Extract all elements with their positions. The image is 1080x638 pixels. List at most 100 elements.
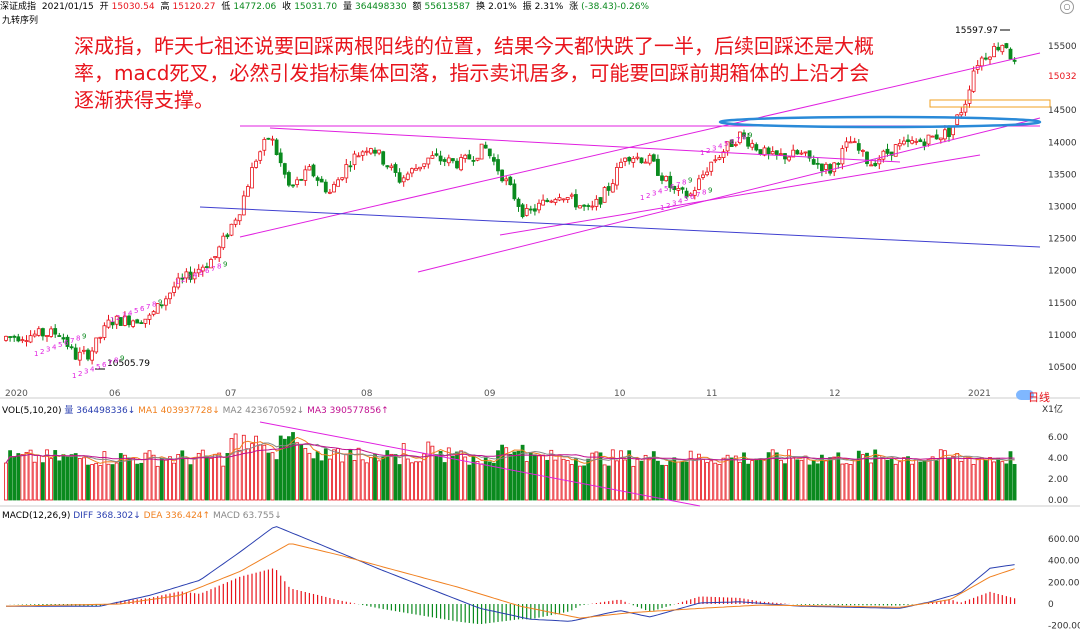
trend-line (239, 52, 1041, 238)
candle (4, 335, 8, 341)
candle (69, 346, 74, 349)
vol-trend-line (259, 421, 701, 507)
volume-bar (914, 459, 919, 501)
candle (848, 141, 853, 144)
volume-bar (500, 444, 505, 501)
candle (397, 172, 402, 183)
candle (668, 175, 673, 188)
volume-bar (315, 451, 320, 501)
nine-count: 7 (146, 303, 150, 311)
candle (286, 172, 291, 186)
volume-bar (241, 434, 246, 501)
volume-bar (471, 454, 476, 501)
nine-count: 5 (664, 185, 668, 193)
volume-bar (815, 463, 820, 501)
candle (262, 139, 267, 151)
nine-count: 8 (152, 301, 156, 309)
candle (364, 150, 369, 153)
volume-bar (647, 457, 652, 501)
volume-bar (717, 464, 722, 501)
volume-bar (569, 464, 574, 501)
candle (508, 176, 513, 186)
candle (984, 57, 988, 60)
candle (877, 158, 882, 165)
candle (77, 351, 82, 361)
candle (82, 349, 86, 352)
volume-bar (586, 458, 591, 501)
volume-bar (947, 457, 951, 501)
period-button[interactable]: 日线 (1028, 391, 1050, 404)
time-axis-label: 11 (706, 389, 717, 399)
toggle-button[interactable] (1016, 390, 1034, 400)
candle (373, 149, 377, 154)
candle (176, 277, 181, 288)
volume-bar (151, 454, 156, 501)
volume-bar (594, 451, 599, 501)
vol-label: 量 (343, 2, 353, 12)
info-icon[interactable]: ○ (1060, 0, 1074, 14)
nine-count: 1 (700, 149, 704, 157)
candle (114, 315, 119, 325)
volume-bar (504, 447, 509, 501)
volume-bar (463, 456, 468, 501)
candle (90, 350, 94, 361)
candle (278, 152, 283, 164)
nine-count: 4 (128, 309, 133, 317)
candle (922, 141, 927, 146)
candle (791, 149, 796, 158)
volume-bar (840, 463, 845, 501)
candle (213, 256, 218, 259)
volume-bar (619, 450, 623, 501)
volume-bar (623, 459, 627, 501)
candle (352, 153, 357, 166)
candle (861, 150, 865, 152)
volume-bar (213, 453, 218, 501)
macd-title: MACD(12,26,9) (2, 511, 71, 521)
candle (332, 183, 336, 193)
vol-panel-title: VOL(5,10,20) 量 364498336↓ MA1 403937728↓… (2, 403, 389, 416)
candle (815, 162, 820, 165)
volume-bar (721, 457, 726, 501)
volume-bar (988, 457, 992, 501)
volume-bar (442, 462, 447, 501)
candle (217, 246, 222, 259)
macd-dea: DEA 336.424↑ (143, 511, 211, 521)
candle (430, 155, 435, 159)
nine-count: 6 (140, 305, 145, 313)
volume-bar (295, 442, 300, 501)
candle (844, 141, 849, 148)
volume-bar (303, 447, 308, 501)
candle (578, 205, 582, 209)
volume-bar (123, 454, 127, 501)
volume-bar (688, 450, 693, 501)
volume-bar (656, 460, 660, 501)
volume-bar (90, 464, 94, 501)
candle (906, 139, 910, 143)
candle (885, 148, 890, 154)
volume-bar (799, 459, 804, 501)
price-axis-label: 15500 (1048, 42, 1077, 52)
vol-unit: X1亿 (1042, 405, 1063, 415)
vol-ma3: MA3 390577856↑ (307, 406, 389, 416)
volume-bar (94, 462, 99, 501)
candle (123, 315, 127, 326)
volume-bar (955, 453, 960, 501)
volume-bar (36, 455, 41, 501)
candle (926, 134, 931, 145)
volume-bar (861, 454, 865, 501)
volume-bar (754, 458, 759, 501)
candle (102, 325, 107, 338)
candle (807, 150, 812, 159)
nine-count: 8 (702, 189, 706, 197)
nine-count: 7 (736, 136, 740, 144)
candle (565, 197, 570, 200)
volume-bar (651, 451, 656, 501)
volume-bar (32, 461, 37, 501)
candle (746, 136, 750, 147)
macd-panel-title: MACD(12,26,9) DIFF 368.302↓ DEA 336.424↑… (2, 511, 282, 521)
volume-bar (746, 463, 750, 501)
price-axis-label: 11000 (1048, 331, 1077, 341)
candle (971, 70, 976, 92)
candle (647, 154, 652, 164)
